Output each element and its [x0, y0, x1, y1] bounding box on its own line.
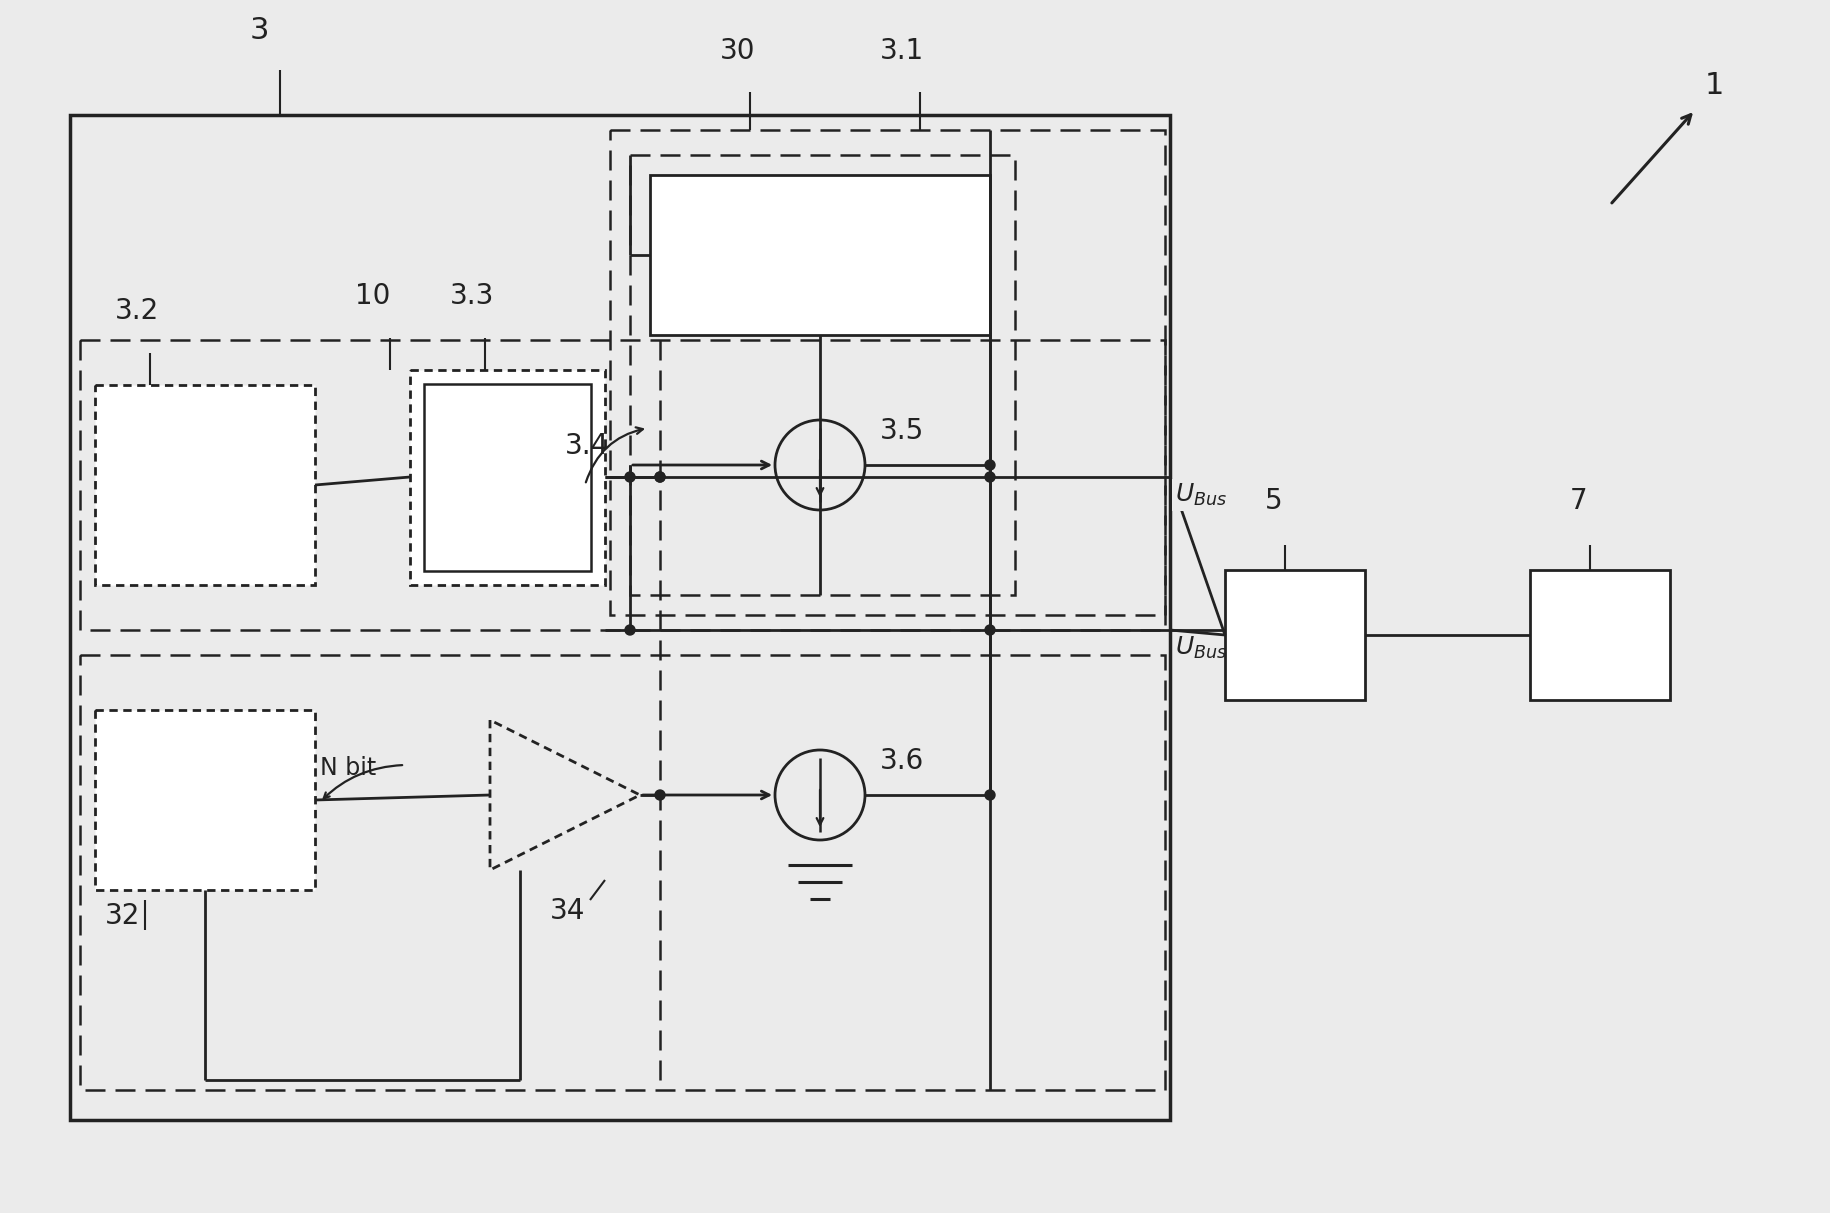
Text: 3.4: 3.4: [565, 432, 609, 460]
Text: 5: 5: [1265, 486, 1283, 516]
Bar: [1224, 570, 1363, 700]
Bar: [1530, 570, 1669, 700]
Text: 34: 34: [549, 896, 586, 926]
Circle shape: [655, 472, 664, 482]
Circle shape: [985, 790, 994, 801]
Text: 30: 30: [719, 38, 756, 66]
Circle shape: [655, 472, 664, 482]
Bar: [81, 655, 1164, 1090]
Bar: [630, 155, 1014, 596]
Bar: [95, 385, 315, 585]
Text: 10: 10: [355, 281, 390, 311]
Text: N bit: N bit: [320, 756, 375, 780]
Text: 1: 1: [1704, 72, 1724, 99]
Text: $U_{Bus}$: $U_{Bus}$: [1175, 482, 1226, 508]
Circle shape: [655, 790, 664, 801]
Bar: [81, 340, 1164, 630]
Bar: [609, 130, 1164, 615]
Circle shape: [985, 472, 994, 482]
Text: 7: 7: [1568, 486, 1587, 516]
Text: 3.1: 3.1: [880, 38, 924, 66]
Bar: [70, 115, 1169, 1120]
Circle shape: [624, 625, 635, 634]
Text: 3.3: 3.3: [450, 281, 494, 311]
Text: 3: 3: [251, 16, 269, 45]
Text: 3.2: 3.2: [115, 297, 159, 325]
Bar: [425, 385, 591, 571]
Bar: [95, 710, 315, 890]
Text: 3.5: 3.5: [880, 417, 924, 445]
Text: $U_{Bus}$: $U_{Bus}$: [1175, 634, 1226, 661]
Circle shape: [624, 472, 635, 482]
Circle shape: [985, 460, 994, 469]
Bar: [650, 175, 990, 335]
Circle shape: [985, 625, 994, 634]
Text: 3.6: 3.6: [880, 747, 924, 775]
Bar: [410, 370, 604, 585]
Text: 32: 32: [104, 902, 141, 930]
